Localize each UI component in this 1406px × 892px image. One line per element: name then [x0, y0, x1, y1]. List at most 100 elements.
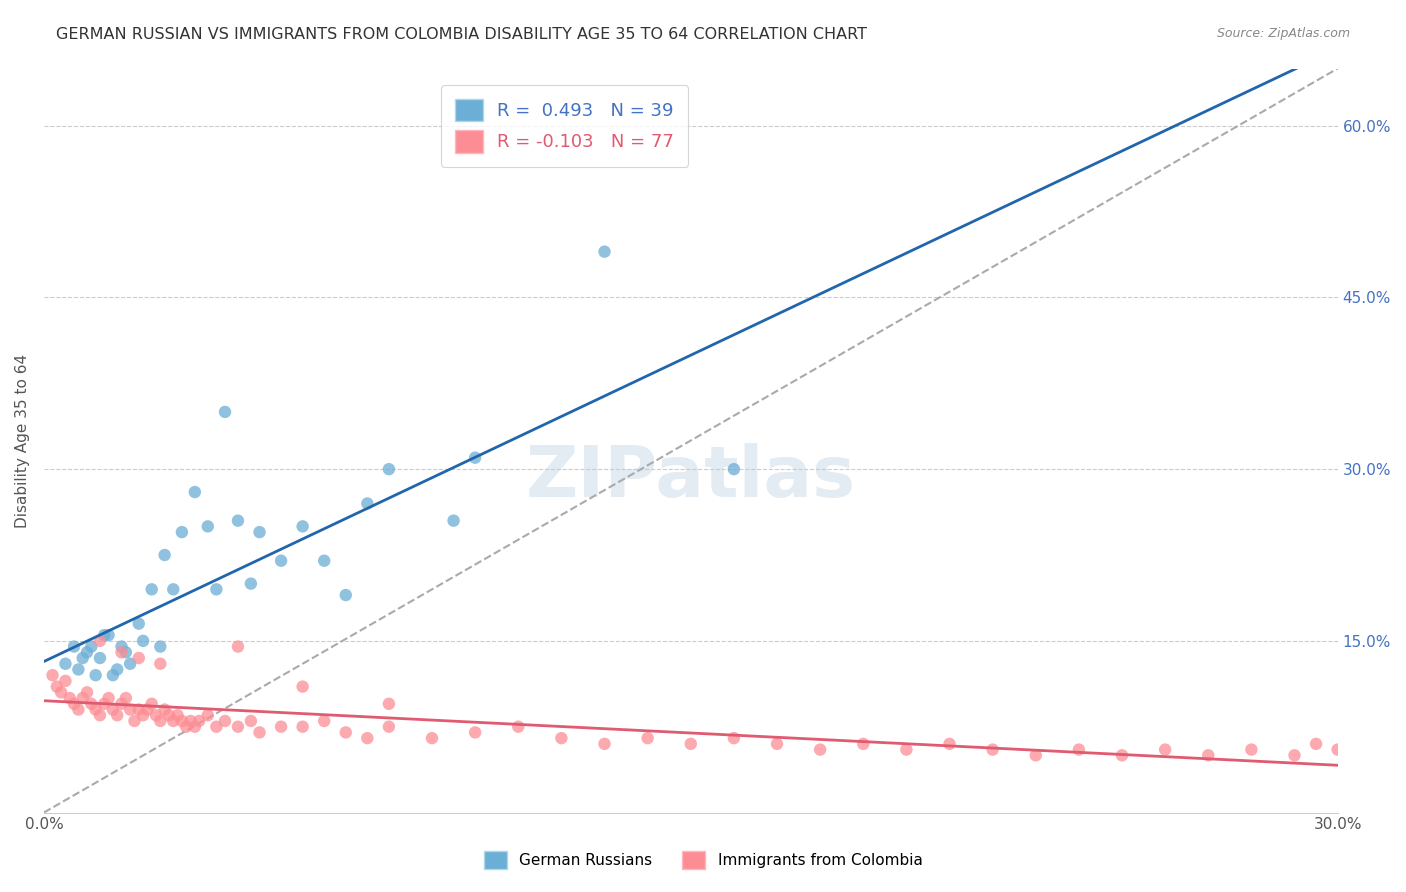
Point: [679, 737, 702, 751]
Point: [149, 714, 172, 728]
Point: [1025, 748, 1047, 763]
Point: [464, 725, 486, 739]
Point: [162, 714, 184, 728]
Point: [93, 697, 115, 711]
Point: [1154, 742, 1177, 756]
Point: [114, 691, 136, 706]
Point: [110, 645, 132, 659]
Point: [170, 525, 193, 540]
Point: [464, 450, 486, 465]
Point: [314, 554, 336, 568]
Point: [153, 702, 176, 716]
Point: [110, 697, 132, 711]
Point: [76, 685, 98, 699]
Point: [188, 714, 211, 728]
Point: [84, 668, 107, 682]
Text: Source: ZipAtlas.com: Source: ZipAtlas.com: [1216, 27, 1350, 40]
Point: [197, 708, 219, 723]
Point: [145, 708, 167, 723]
Point: [226, 514, 249, 528]
Point: [89, 708, 111, 723]
Point: [314, 714, 336, 728]
Point: [89, 633, 111, 648]
Point: [124, 714, 146, 728]
Point: [170, 714, 193, 728]
Point: [766, 737, 789, 751]
Point: [184, 720, 207, 734]
Point: [508, 720, 530, 734]
Point: [1197, 748, 1219, 763]
Point: [45, 680, 67, 694]
Point: [93, 628, 115, 642]
Point: [41, 668, 63, 682]
Point: [1111, 748, 1133, 763]
Point: [105, 708, 128, 723]
Point: [141, 582, 163, 597]
Point: [89, 651, 111, 665]
Point: [72, 651, 94, 665]
Point: [128, 616, 150, 631]
Point: [162, 582, 184, 597]
Point: [97, 691, 120, 706]
Point: [378, 720, 401, 734]
Point: [443, 514, 465, 528]
Point: [166, 708, 188, 723]
Point: [59, 691, 82, 706]
Point: [226, 640, 249, 654]
Point: [226, 720, 249, 734]
Point: [132, 633, 155, 648]
Point: [174, 720, 197, 734]
Point: [105, 663, 128, 677]
Point: [205, 582, 228, 597]
Point: [205, 720, 228, 734]
Point: [72, 691, 94, 706]
Point: [153, 548, 176, 562]
Point: [291, 519, 314, 533]
Text: GERMAN RUSSIAN VS IMMIGRANTS FROM COLOMBIA DISABILITY AGE 35 TO 64 CORRELATION C: GERMAN RUSSIAN VS IMMIGRANTS FROM COLOMB…: [56, 27, 868, 42]
Point: [55, 657, 77, 671]
Point: [149, 657, 172, 671]
Point: [593, 737, 616, 751]
Point: [1240, 742, 1263, 756]
Point: [63, 640, 86, 654]
Point: [270, 720, 292, 734]
Point: [593, 244, 616, 259]
Point: [128, 702, 150, 716]
Point: [335, 725, 357, 739]
Point: [723, 462, 745, 476]
Point: [378, 697, 401, 711]
Point: [335, 588, 357, 602]
Point: [120, 657, 142, 671]
Point: [1326, 742, 1348, 756]
Point: [157, 708, 180, 723]
Point: [378, 462, 401, 476]
Point: [1067, 742, 1090, 756]
Point: [141, 697, 163, 711]
Y-axis label: Disability Age 35 to 64: Disability Age 35 to 64: [15, 353, 30, 527]
Point: [63, 697, 86, 711]
Point: [214, 714, 236, 728]
Point: [149, 640, 172, 654]
Point: [981, 742, 1004, 756]
Point: [723, 731, 745, 746]
Point: [637, 731, 659, 746]
Point: [80, 697, 103, 711]
Point: [76, 645, 98, 659]
Point: [938, 737, 960, 751]
Point: [852, 737, 875, 751]
Point: [420, 731, 443, 746]
Point: [128, 651, 150, 665]
Point: [239, 714, 262, 728]
Point: [356, 496, 378, 510]
Point: [356, 731, 378, 746]
Point: [132, 708, 155, 723]
Point: [291, 720, 314, 734]
Point: [197, 519, 219, 533]
Point: [1284, 748, 1306, 763]
Point: [80, 640, 103, 654]
Point: [239, 576, 262, 591]
Legend: R =  0.493   N = 39, R = -0.103   N = 77: R = 0.493 N = 39, R = -0.103 N = 77: [441, 85, 689, 167]
Point: [249, 525, 271, 540]
Point: [55, 673, 77, 688]
Point: [184, 485, 207, 500]
